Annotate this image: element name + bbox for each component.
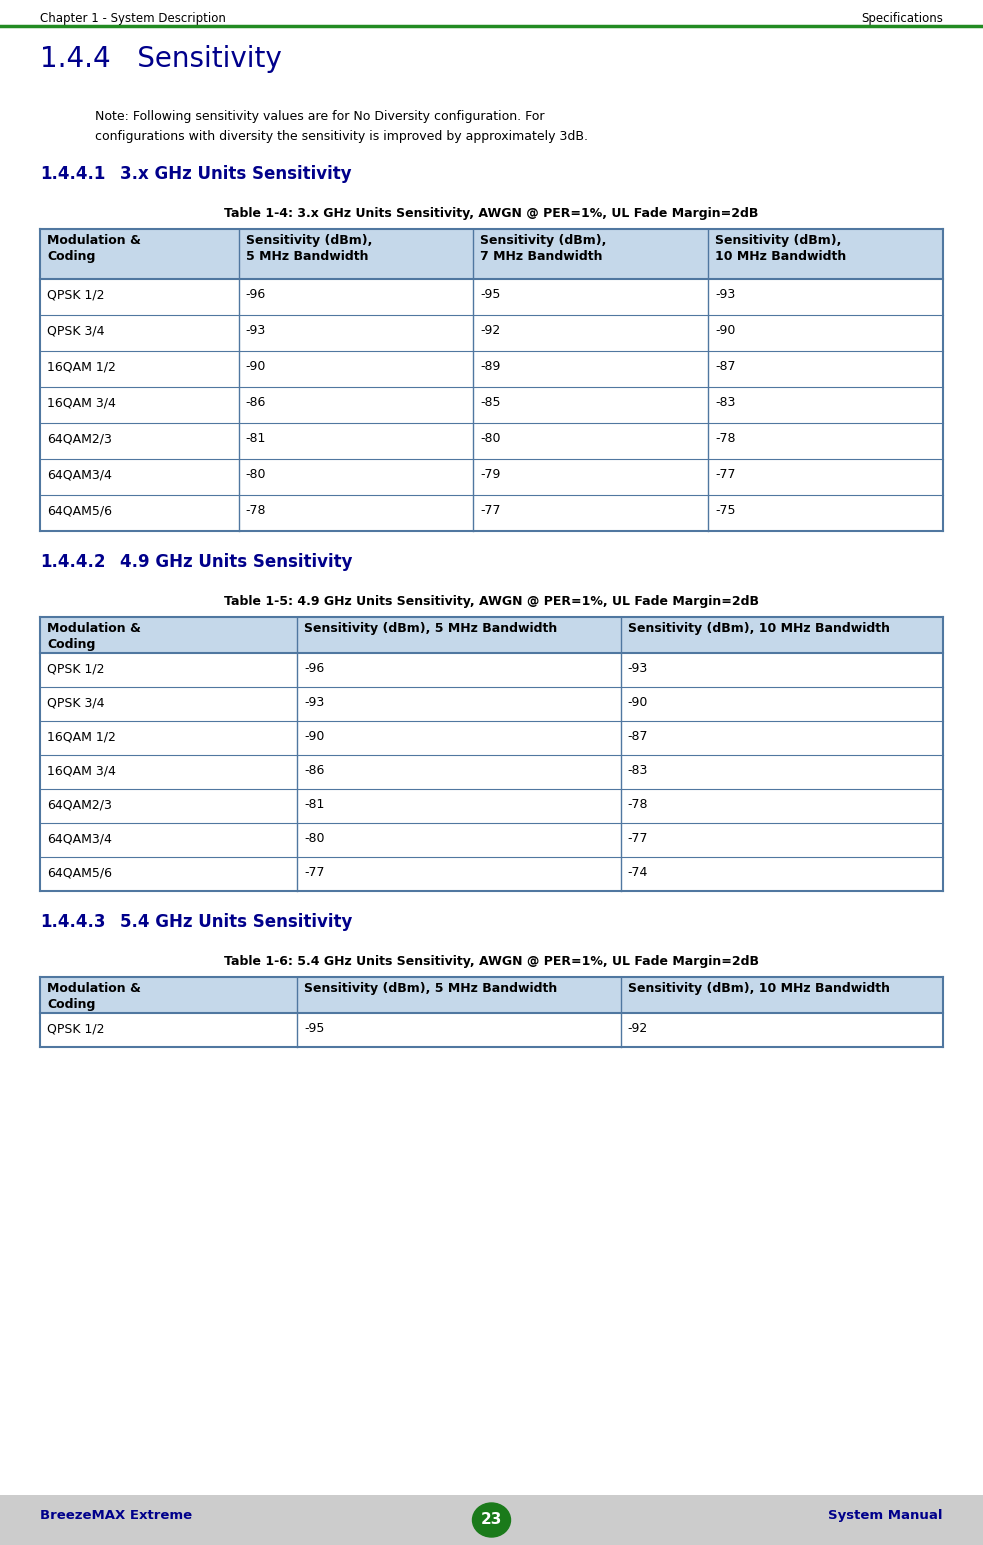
Bar [40, 229, 943, 280]
Text: 1.4.4   Sensitivity: 1.4.4 Sensitivity [40, 45, 282, 73]
Text: -80: -80 [481, 433, 501, 445]
Text: configurations with diversity the sensitivity is improved by approximately 3dB.: configurations with diversity the sensit… [95, 130, 588, 144]
Text: -90: -90 [305, 729, 324, 743]
Text: -78: -78 [627, 799, 648, 811]
Text: 64QAM5/6: 64QAM5/6 [47, 504, 112, 518]
Bar [40, 976, 943, 1048]
Text: -77: -77 [627, 833, 648, 845]
Text: Specifications: Specifications [861, 12, 943, 25]
Text: BreezeMAX Extreme: BreezeMAX Extreme [40, 1509, 192, 1522]
Text: -80: -80 [305, 833, 324, 845]
Text: -78: -78 [246, 504, 266, 518]
Text: -83: -83 [716, 396, 735, 409]
Ellipse shape [473, 1503, 510, 1537]
Text: QPSK 3/4: QPSK 3/4 [47, 695, 104, 709]
Text: -86: -86 [305, 763, 324, 777]
Text: System Manual: System Manual [829, 1509, 943, 1522]
Text: -90: -90 [627, 695, 648, 709]
Text: -96: -96 [305, 661, 324, 675]
Text: -81: -81 [246, 433, 266, 445]
Text: -96: -96 [246, 287, 266, 301]
Bar [40, 616, 943, 891]
Text: -95: -95 [305, 1021, 324, 1035]
Text: Sensitivity (dBm), 10 MHz Bandwidth: Sensitivity (dBm), 10 MHz Bandwidth [627, 983, 890, 995]
Text: 1.4.4.3: 1.4.4.3 [40, 913, 105, 932]
Text: Table 1-5: 4.9 GHz Units Sensitivity, AWGN @ PER=1%, UL Fade Margin=2dB: Table 1-5: 4.9 GHz Units Sensitivity, AW… [224, 595, 759, 609]
Text: Modulation &
Coding: Modulation & Coding [47, 233, 141, 263]
Text: -85: -85 [481, 396, 501, 409]
Text: 64QAM2/3: 64QAM2/3 [47, 433, 112, 445]
Text: -79: -79 [481, 468, 500, 480]
Text: -77: -77 [305, 867, 324, 879]
Text: -80: -80 [246, 468, 266, 480]
Text: 3.x GHz Units Sensitivity: 3.x GHz Units Sensitivity [120, 165, 352, 182]
Text: 16QAM 3/4: 16QAM 3/4 [47, 396, 116, 409]
Text: Sensitivity (dBm), 5 MHz Bandwidth: Sensitivity (dBm), 5 MHz Bandwidth [305, 623, 557, 635]
Text: -77: -77 [716, 468, 735, 480]
Text: -93: -93 [627, 661, 648, 675]
Text: 1.4.4.2: 1.4.4.2 [40, 553, 105, 572]
Text: -83: -83 [627, 763, 648, 777]
Text: Chapter 1 - System Description: Chapter 1 - System Description [40, 12, 226, 25]
Text: Table 1-6: 5.4 GHz Units Sensitivity, AWGN @ PER=1%, UL Fade Margin=2dB: Table 1-6: 5.4 GHz Units Sensitivity, AW… [224, 955, 759, 969]
Text: 64QAM3/4: 64QAM3/4 [47, 468, 112, 480]
Bar [40, 616, 943, 654]
Text: 16QAM 1/2: 16QAM 1/2 [47, 360, 116, 372]
Text: QPSK 1/2: QPSK 1/2 [47, 661, 104, 675]
Text: QPSK 3/4: QPSK 3/4 [47, 324, 104, 337]
Text: -93: -93 [305, 695, 324, 709]
Text: -86: -86 [246, 396, 266, 409]
Text: -81: -81 [305, 799, 324, 811]
Bar [0, 1496, 983, 1545]
Text: -95: -95 [481, 287, 500, 301]
Text: -87: -87 [716, 360, 735, 372]
Text: -93: -93 [246, 324, 266, 337]
Text: 4.9 GHz Units Sensitivity: 4.9 GHz Units Sensitivity [120, 553, 353, 572]
Text: 16QAM 3/4: 16QAM 3/4 [47, 763, 116, 777]
Text: 64QAM5/6: 64QAM5/6 [47, 867, 112, 879]
Text: Sensitivity (dBm), 10 MHz Bandwidth: Sensitivity (dBm), 10 MHz Bandwidth [627, 623, 890, 635]
Bar [40, 229, 943, 531]
Text: Note: Following sensitivity values are for No Diversity configuration. For: Note: Following sensitivity values are f… [95, 110, 545, 124]
Text: Sensitivity (dBm),
7 MHz Bandwidth: Sensitivity (dBm), 7 MHz Bandwidth [481, 233, 607, 263]
Text: 64QAM3/4: 64QAM3/4 [47, 833, 112, 845]
Text: 64QAM2/3: 64QAM2/3 [47, 799, 112, 811]
Text: -74: -74 [627, 867, 648, 879]
Text: -90: -90 [716, 324, 735, 337]
Text: Sensitivity (dBm), 5 MHz Bandwidth: Sensitivity (dBm), 5 MHz Bandwidth [305, 983, 557, 995]
Text: 16QAM 1/2: 16QAM 1/2 [47, 729, 116, 743]
Text: QPSK 1/2: QPSK 1/2 [47, 287, 104, 301]
Text: -87: -87 [627, 729, 648, 743]
Text: Sensitivity (dBm),
5 MHz Bandwidth: Sensitivity (dBm), 5 MHz Bandwidth [246, 233, 372, 263]
Text: -89: -89 [481, 360, 500, 372]
Text: -93: -93 [716, 287, 735, 301]
Text: Modulation &
Coding: Modulation & Coding [47, 983, 141, 1010]
Text: 23: 23 [481, 1513, 502, 1528]
Text: -77: -77 [481, 504, 501, 518]
Text: Sensitivity (dBm),
10 MHz Bandwidth: Sensitivity (dBm), 10 MHz Bandwidth [716, 233, 846, 263]
Text: -90: -90 [246, 360, 266, 372]
Text: 1.4.4.1: 1.4.4.1 [40, 165, 105, 182]
Bar [40, 976, 943, 1014]
Text: -78: -78 [716, 433, 735, 445]
Text: -75: -75 [716, 504, 735, 518]
Text: 5.4 GHz Units Sensitivity: 5.4 GHz Units Sensitivity [120, 913, 352, 932]
Text: QPSK 1/2: QPSK 1/2 [47, 1021, 104, 1035]
Text: Modulation &
Coding: Modulation & Coding [47, 623, 141, 650]
Text: -92: -92 [627, 1021, 648, 1035]
Text: Table 1-4: 3.x GHz Units Sensitivity, AWGN @ PER=1%, UL Fade Margin=2dB: Table 1-4: 3.x GHz Units Sensitivity, AW… [224, 207, 759, 219]
Text: -92: -92 [481, 324, 500, 337]
